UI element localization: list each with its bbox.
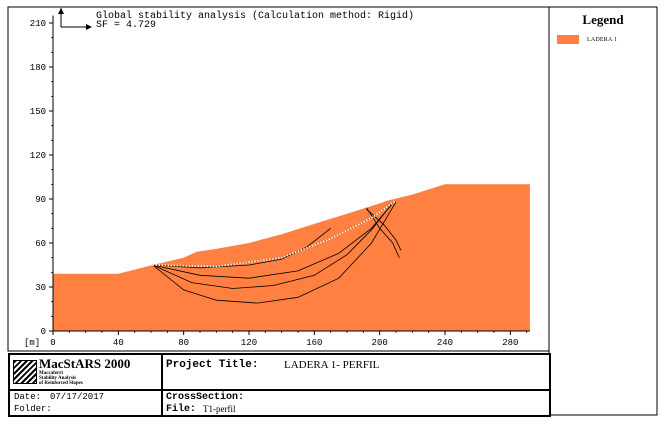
y-tick-label: 150 [30, 107, 46, 117]
cross-label: CrossSection: [166, 392, 245, 403]
slip-surface [152, 227, 331, 269]
logo-title: MacStARS 2000 [39, 356, 131, 371]
slip-surface [152, 203, 394, 279]
slip-surface [152, 204, 392, 289]
x-tick-label: 160 [306, 338, 322, 348]
x-tick-label: 80 [178, 338, 189, 348]
x-axis-label: [m] [24, 338, 40, 348]
critical-slip-surface [152, 199, 397, 268]
logo-icon [13, 360, 37, 384]
project-cell: Project Title: LADERA 1- PERFIL [162, 354, 550, 390]
y-tick-label: 60 [35, 239, 46, 249]
folder-label: Folder: [14, 404, 52, 414]
file-label: File: [166, 404, 197, 415]
x-tick-label: 240 [437, 338, 453, 348]
chart-subtitle: SF = 4.729 [96, 20, 156, 31]
y-tick-label: 180 [30, 63, 46, 73]
x-tick-label: 40 [113, 338, 124, 348]
project-value: LADERA 1- PERFIL [284, 359, 380, 371]
x-tick-label: 120 [241, 338, 257, 348]
y-tick-label: 30 [35, 283, 46, 293]
cross-file-cell: CrossSection: File: T1-perfil [162, 390, 550, 416]
x-tick-label: 200 [372, 338, 388, 348]
legend-swatch [557, 35, 579, 44]
x-tick-label: 280 [502, 338, 518, 348]
date-cell: Date: 07/17/2017 Folder: [9, 390, 162, 416]
x-tick-label: 0 [50, 338, 55, 348]
legend-item: LADERA 1 [557, 35, 617, 44]
file-value: T1-perfil [203, 404, 236, 414]
slip-surface [366, 209, 402, 251]
chart-title: Global stability analysis (Calculation m… [96, 10, 414, 22]
arrow-up-icon [58, 8, 64, 14]
logo-cell: MacStARS 2000 Maccaferri Stability Analy… [9, 354, 162, 390]
project-label: Project Title: [166, 359, 259, 371]
arrow-right-icon [86, 24, 92, 30]
slope-area-ladera-1 [53, 184, 530, 331]
title-block: MacStARS 2000 Maccaferri Stability Analy… [8, 353, 551, 417]
legend-item-label: LADERA 1 [587, 36, 618, 43]
y-tick-label: 90 [35, 195, 46, 205]
logo-sub-line: Maccaferri [39, 371, 63, 376]
logo-sub-line: Stability Analysis [39, 376, 77, 381]
y-tick-label: 210 [30, 19, 46, 29]
slip-surface [366, 207, 400, 258]
slip-surface [152, 201, 397, 304]
logo-sub-line: of Reinforced Slopes [39, 381, 83, 386]
legend-title: Legend [582, 12, 624, 27]
y-tick-label: 120 [30, 151, 46, 161]
y-tick-label: 0 [41, 327, 46, 337]
critical-slip-surface-shade [152, 200, 397, 267]
date-value: 07/17/2017 [50, 392, 105, 402]
legend: Legend LADERA 1 [549, 12, 657, 44]
date-label: Date: [14, 392, 42, 402]
legend-frame [548, 6, 658, 416]
